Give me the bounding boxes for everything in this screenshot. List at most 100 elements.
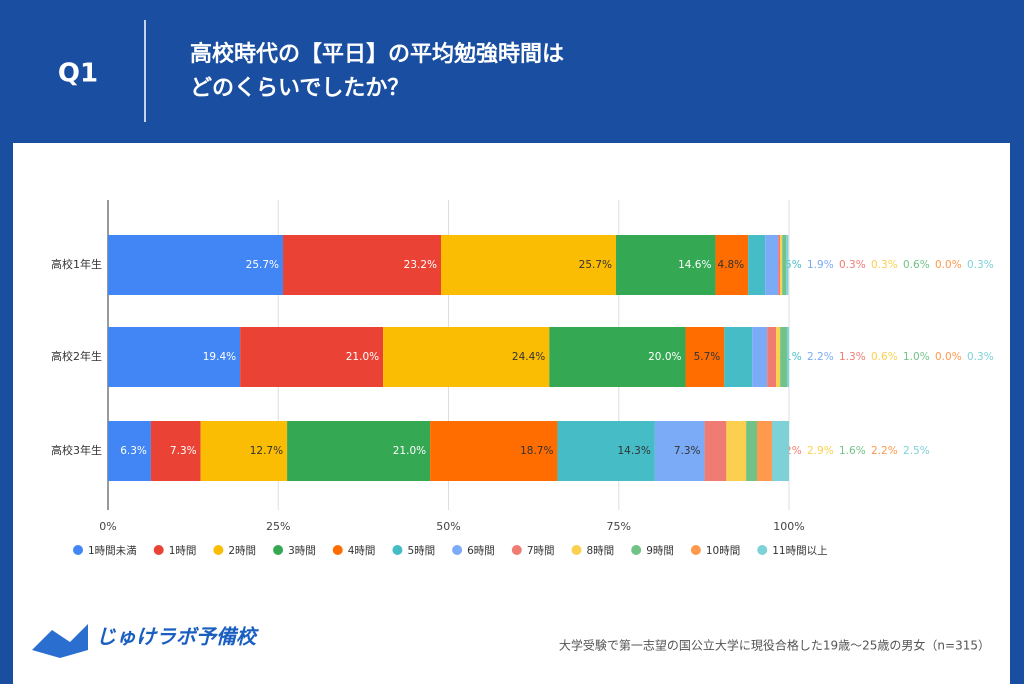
- value-label: 25.7%: [579, 259, 612, 271]
- bar-segment: [715, 235, 749, 295]
- bar-segment: [108, 235, 284, 295]
- bar-segment: [383, 327, 550, 387]
- logo-icon: [32, 624, 88, 658]
- legend-label: 3時間: [288, 545, 316, 557]
- value-label: 14.3%: [617, 445, 650, 457]
- value-label: 25.7%: [246, 259, 279, 271]
- legend-marker: [73, 545, 83, 555]
- bar-segment: [765, 235, 779, 295]
- value-label: 7.3%: [170, 445, 197, 457]
- legend-label: 8時間: [587, 545, 615, 557]
- bar-segment: [786, 235, 789, 295]
- bar-segment: [776, 327, 781, 387]
- value-label: 21.0%: [346, 351, 379, 363]
- legend-marker: [332, 545, 343, 555]
- value-label: 0.0%: [935, 259, 962, 271]
- bar-segment: [782, 235, 787, 295]
- bar-segment: [240, 327, 384, 387]
- value-label: 18.7%: [520, 445, 553, 457]
- legend-label: 6時間: [467, 545, 495, 557]
- bar-segment: [549, 327, 686, 387]
- value-label: 4.8%: [717, 259, 744, 271]
- legend-label: 4時間: [348, 545, 376, 557]
- value-label: 7.3%: [674, 445, 701, 457]
- legend-label: 1時間未満: [88, 545, 137, 557]
- logo-text: じゅけラボ予備校: [96, 625, 259, 649]
- value-label: 20.0%: [648, 351, 681, 363]
- value-label: 14.6%: [678, 259, 711, 271]
- value-label: 0.3%: [871, 259, 898, 271]
- value-label: 2.5%: [903, 445, 930, 457]
- x-tick-label: 25%: [266, 520, 290, 533]
- legend-marker: [571, 545, 582, 555]
- bar-segment: [108, 327, 241, 387]
- x-tick-label: 50%: [436, 520, 460, 533]
- legend-marker: [153, 545, 164, 555]
- bar-segment: [780, 327, 787, 387]
- value-label: 0.3%: [967, 351, 994, 363]
- bar-segment: [724, 327, 753, 387]
- legend-marker: [631, 545, 642, 555]
- legend-marker: [757, 545, 768, 555]
- bar-segment: [430, 421, 558, 481]
- bar-segment: [780, 235, 783, 295]
- value-label: 24.4%: [512, 351, 545, 363]
- legend-marker: [213, 545, 224, 555]
- legend-label: 5時間: [407, 545, 435, 557]
- legend-label: 7時間: [527, 545, 555, 557]
- legend-label: 9時間: [646, 545, 674, 557]
- legend-marker: [273, 545, 284, 555]
- y-tick-label: 高校2年生: [51, 349, 102, 363]
- value-label: 0.6%: [871, 351, 898, 363]
- value-label: 0.3%: [839, 259, 866, 271]
- bar-segment: [654, 421, 705, 481]
- bar-segment: [704, 421, 727, 481]
- value-label: 12.7%: [250, 445, 283, 457]
- bar-segment: [748, 235, 766, 295]
- value-label: 1.3%: [839, 351, 866, 363]
- value-label: 19.4%: [203, 351, 236, 363]
- x-tick-label: 100%: [773, 520, 804, 533]
- y-tick-label: 高校1年生: [51, 257, 102, 271]
- bar-segment: [767, 327, 777, 387]
- bar-segment: [616, 235, 716, 295]
- value-label: 23.2%: [404, 259, 437, 271]
- bar-segment: [756, 421, 772, 481]
- legend-marker: [392, 545, 403, 555]
- value-label: 0.3%: [967, 259, 994, 271]
- bar-segment: [200, 421, 288, 481]
- value-label: 2.2%: [871, 445, 898, 457]
- bar-segment: [685, 327, 725, 387]
- bar-segment: [441, 235, 617, 295]
- question-number: Q1: [58, 59, 98, 89]
- bar-segment: [726, 421, 747, 481]
- title-line: どのくらいでしたか？: [190, 76, 409, 101]
- value-label: 1.6%: [839, 445, 866, 457]
- panel: [13, 143, 1010, 684]
- value-label: 0.0%: [935, 351, 962, 363]
- value-label: 5.7%: [694, 351, 721, 363]
- legend-label: 10時間: [706, 545, 740, 557]
- bar-segment: [287, 421, 431, 481]
- legend-marker: [452, 545, 463, 555]
- x-tick-label: 0%: [99, 520, 116, 533]
- value-label: 2.9%: [807, 445, 834, 457]
- footnote: 大学受験で第一志望の国公立大学に現役合格した19歳～25歳の男女（n=315）: [559, 638, 990, 653]
- legend-marker: [511, 545, 522, 555]
- legend-label: 11時間以上: [772, 545, 827, 557]
- bar-segment: [771, 421, 789, 481]
- bar-segment: [752, 327, 768, 387]
- value-label: 1.0%: [903, 351, 930, 363]
- bar-segment: [150, 421, 201, 481]
- legend-label: 2時間: [228, 545, 256, 557]
- bar-segment: [557, 421, 655, 481]
- logo: じゅけラボ予備校: [32, 624, 259, 658]
- legend-label: 1時間: [169, 545, 197, 557]
- value-label: 1.9%: [807, 259, 834, 271]
- y-tick-label: 高校3年生: [51, 443, 102, 457]
- bar-segment: [108, 421, 151, 481]
- bar-segment: [746, 421, 757, 481]
- title-line: 高校時代の【平日】の平均勉強時間は: [190, 41, 564, 67]
- value-label: 0.6%: [903, 259, 930, 271]
